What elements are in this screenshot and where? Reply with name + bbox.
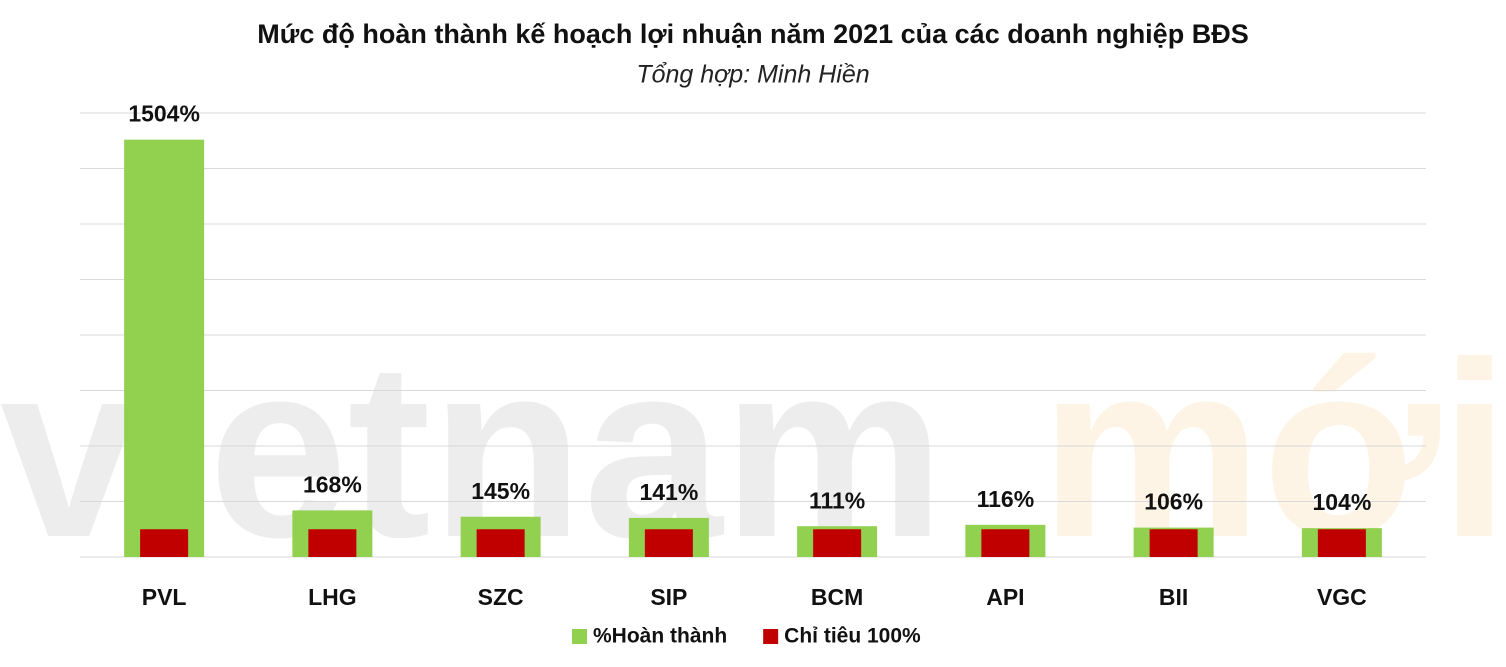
x-tick-label: LHG xyxy=(308,584,357,610)
x-tick-label: VGC xyxy=(1317,584,1367,610)
chart-title: Mức độ hoàn thành kế hoạch lợi nhuận năm… xyxy=(257,19,1248,49)
bar xyxy=(476,529,525,557)
x-tick-label: SZC xyxy=(478,584,524,610)
x-tick-label: PVL xyxy=(142,584,187,610)
data-label: 116% xyxy=(977,486,1035,512)
x-tick-label: BII xyxy=(1159,584,1188,610)
chart-subtitle: Tổng hợp: Minh Hiền xyxy=(636,61,869,89)
legend-label: Chỉ tiêu 100% xyxy=(784,625,921,648)
bar xyxy=(1149,529,1198,557)
x-tick-label: API xyxy=(986,584,1024,610)
data-label: 104% xyxy=(1312,489,1371,515)
bar xyxy=(981,529,1030,557)
legend-swatch xyxy=(763,629,779,644)
data-label: 145% xyxy=(471,478,530,504)
x-tick-label: SIP xyxy=(650,584,687,610)
data-label: 141% xyxy=(639,479,698,505)
bar xyxy=(813,529,862,557)
watermark: mới xyxy=(1040,310,1506,589)
data-label: 106% xyxy=(1144,489,1203,515)
legend-label: %Hoàn thành xyxy=(593,625,727,648)
data-label: 168% xyxy=(303,471,362,497)
bar xyxy=(644,529,693,557)
bar xyxy=(308,529,357,557)
bar xyxy=(124,139,205,557)
bar xyxy=(1317,529,1366,557)
data-label: 111% xyxy=(809,487,865,513)
legend-swatch xyxy=(572,629,587,644)
data-label: 1504% xyxy=(128,101,200,127)
bar xyxy=(140,529,189,557)
x-tick-label: BCM xyxy=(811,584,863,610)
